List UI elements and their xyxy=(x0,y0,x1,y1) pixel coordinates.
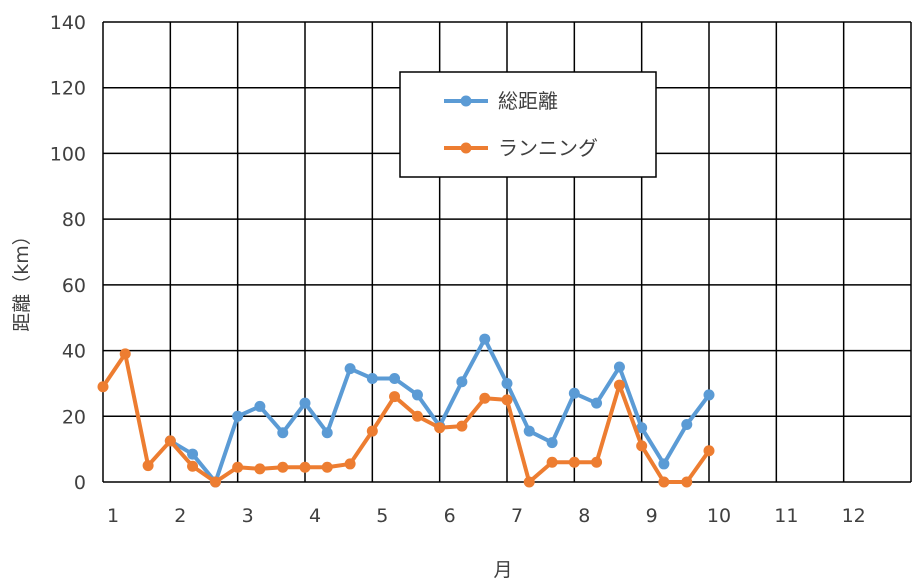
x-tick-label: 5 xyxy=(376,505,388,527)
x-axis-label: 月 xyxy=(493,559,512,581)
data-point xyxy=(164,435,176,447)
data-point xyxy=(456,420,468,432)
data-point xyxy=(523,425,535,437)
x-tick-label: 1 xyxy=(107,505,119,527)
x-tick-label: 2 xyxy=(174,505,186,527)
y-tick-label: 60 xyxy=(62,275,86,297)
x-tick-label: 9 xyxy=(646,505,658,527)
data-point xyxy=(411,410,423,422)
data-point xyxy=(681,476,693,488)
data-point xyxy=(613,361,625,373)
data-point xyxy=(434,422,446,434)
x-tick-label: 8 xyxy=(578,505,590,527)
series-layer xyxy=(97,333,715,488)
x-tick-label: 12 xyxy=(842,505,866,527)
grid xyxy=(102,21,912,483)
legend-label: 総距離 xyxy=(498,89,558,113)
data-point xyxy=(187,460,199,472)
data-point xyxy=(703,445,715,457)
y-tick-label: 120 xyxy=(50,78,86,100)
y-tick-label: 100 xyxy=(50,143,86,165)
data-point xyxy=(389,373,401,384)
data-point xyxy=(591,456,603,468)
x-tick-label: 3 xyxy=(242,505,254,527)
data-point xyxy=(299,397,311,409)
data-point xyxy=(277,427,289,439)
data-point xyxy=(389,391,401,403)
data-point xyxy=(546,437,558,449)
data-point xyxy=(366,373,378,384)
data-point xyxy=(479,392,491,404)
x-tick-label: 10 xyxy=(707,505,731,527)
data-point xyxy=(366,425,378,437)
data-point xyxy=(344,458,356,470)
legend-box xyxy=(399,71,657,178)
x-tick-label: 4 xyxy=(309,505,321,527)
data-point xyxy=(254,463,266,475)
data-point xyxy=(119,348,131,360)
data-point xyxy=(277,461,289,473)
y-tick-label: 40 xyxy=(62,341,86,363)
data-point xyxy=(254,400,266,412)
series-line xyxy=(101,351,711,484)
data-point xyxy=(321,427,333,439)
data-point xyxy=(456,376,468,388)
data-point xyxy=(681,419,693,430)
data-point xyxy=(613,379,625,391)
data-point xyxy=(344,363,356,375)
data-point xyxy=(187,448,199,460)
legend-label: ランニング xyxy=(498,136,598,160)
data-point xyxy=(546,456,558,468)
data-point xyxy=(501,377,513,389)
data-point xyxy=(523,476,535,488)
data-point xyxy=(479,333,491,345)
data-point xyxy=(501,394,513,406)
y-axis-ticks: 0 20 40 60 80 100 120 140 xyxy=(50,12,86,494)
x-tick-label: 7 xyxy=(511,505,523,527)
data-point xyxy=(658,458,670,470)
data-point xyxy=(411,389,423,401)
x-axis-ticks: 1 2 3 4 5 6 7 8 9 10 11 12 xyxy=(107,505,866,527)
x-tick-label: 11 xyxy=(774,505,798,527)
data-point xyxy=(232,461,244,473)
y-tick-label: 0 xyxy=(74,472,86,494)
data-point xyxy=(591,397,603,409)
data-point xyxy=(568,387,580,399)
y-tick-label: 140 xyxy=(50,12,86,34)
data-point xyxy=(209,476,221,488)
y-tick-label: 80 xyxy=(62,209,86,231)
y-tick-label: 20 xyxy=(62,406,86,428)
y-axis-label: 距離（km） xyxy=(11,226,33,332)
data-point xyxy=(636,440,648,452)
data-point xyxy=(232,410,244,422)
data-point xyxy=(142,460,154,472)
data-point xyxy=(636,422,648,434)
legend-swatch-marker xyxy=(460,95,472,107)
data-point xyxy=(97,381,109,393)
x-tick-label: 6 xyxy=(444,505,456,527)
legend-swatch-marker xyxy=(460,142,472,154)
series-2 xyxy=(97,348,715,488)
data-point xyxy=(321,461,333,473)
data-point xyxy=(568,456,580,468)
data-point xyxy=(658,476,670,488)
data-point xyxy=(703,389,715,401)
data-point xyxy=(299,461,311,473)
